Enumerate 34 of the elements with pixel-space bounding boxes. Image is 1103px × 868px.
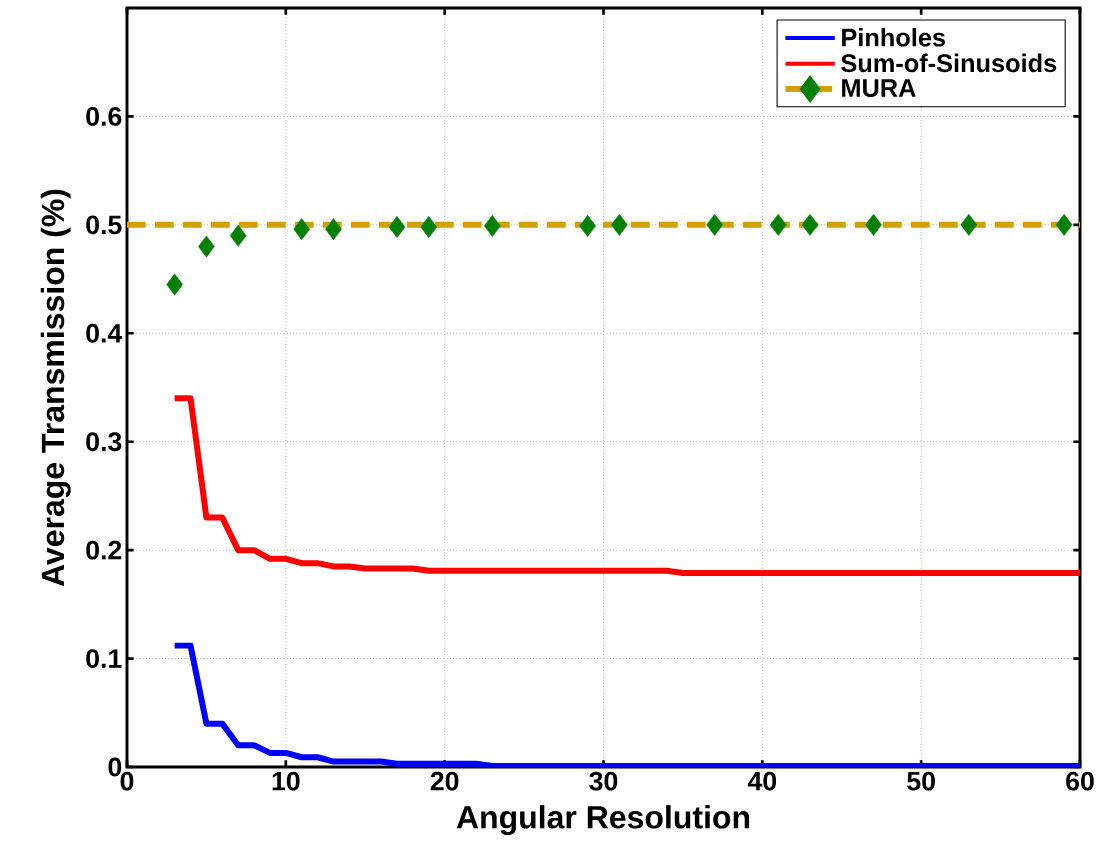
legend-label: MURA: [842, 79, 916, 97]
point: [960, 213, 978, 236]
y-tick-label: 0.5: [86, 215, 122, 235]
point: [198, 235, 215, 258]
x-tick-label: 10: [272, 771, 300, 791]
point: [769, 213, 787, 236]
point: [579, 215, 596, 237]
point: [1055, 213, 1073, 236]
x-tick-label: 40: [747, 771, 777, 791]
x-tick-label: 50: [907, 771, 935, 791]
y-tick-label: 0: [108, 757, 122, 777]
y-tick-label: 0.3: [86, 432, 122, 452]
point: [865, 213, 882, 236]
x-tick-label: 60: [1066, 771, 1094, 791]
y-tick-label: 0.4: [86, 323, 123, 343]
point: [229, 224, 247, 247]
y-tick-label: 0.6: [86, 107, 122, 126]
point: [420, 216, 438, 238]
x-axis-title: Angular Resolution: [456, 805, 750, 836]
y-axis-title: Average Transmission (%): [40, 189, 71, 587]
y-tick-label: 0.2: [86, 540, 122, 560]
x-tick-label: 20: [430, 771, 459, 791]
point: [388, 216, 406, 238]
point: [484, 215, 501, 237]
legend-label: Sum-of-Sinusoids: [841, 53, 1057, 73]
point: [325, 218, 342, 241]
point: [166, 273, 183, 296]
point: [611, 213, 628, 236]
y-tick-label: 0.1: [86, 649, 122, 668]
x-tick-label: 30: [589, 771, 618, 791]
point: [801, 213, 819, 236]
point: [706, 213, 723, 236]
legend-label: Pinholes: [842, 27, 945, 47]
point: [293, 218, 310, 241]
